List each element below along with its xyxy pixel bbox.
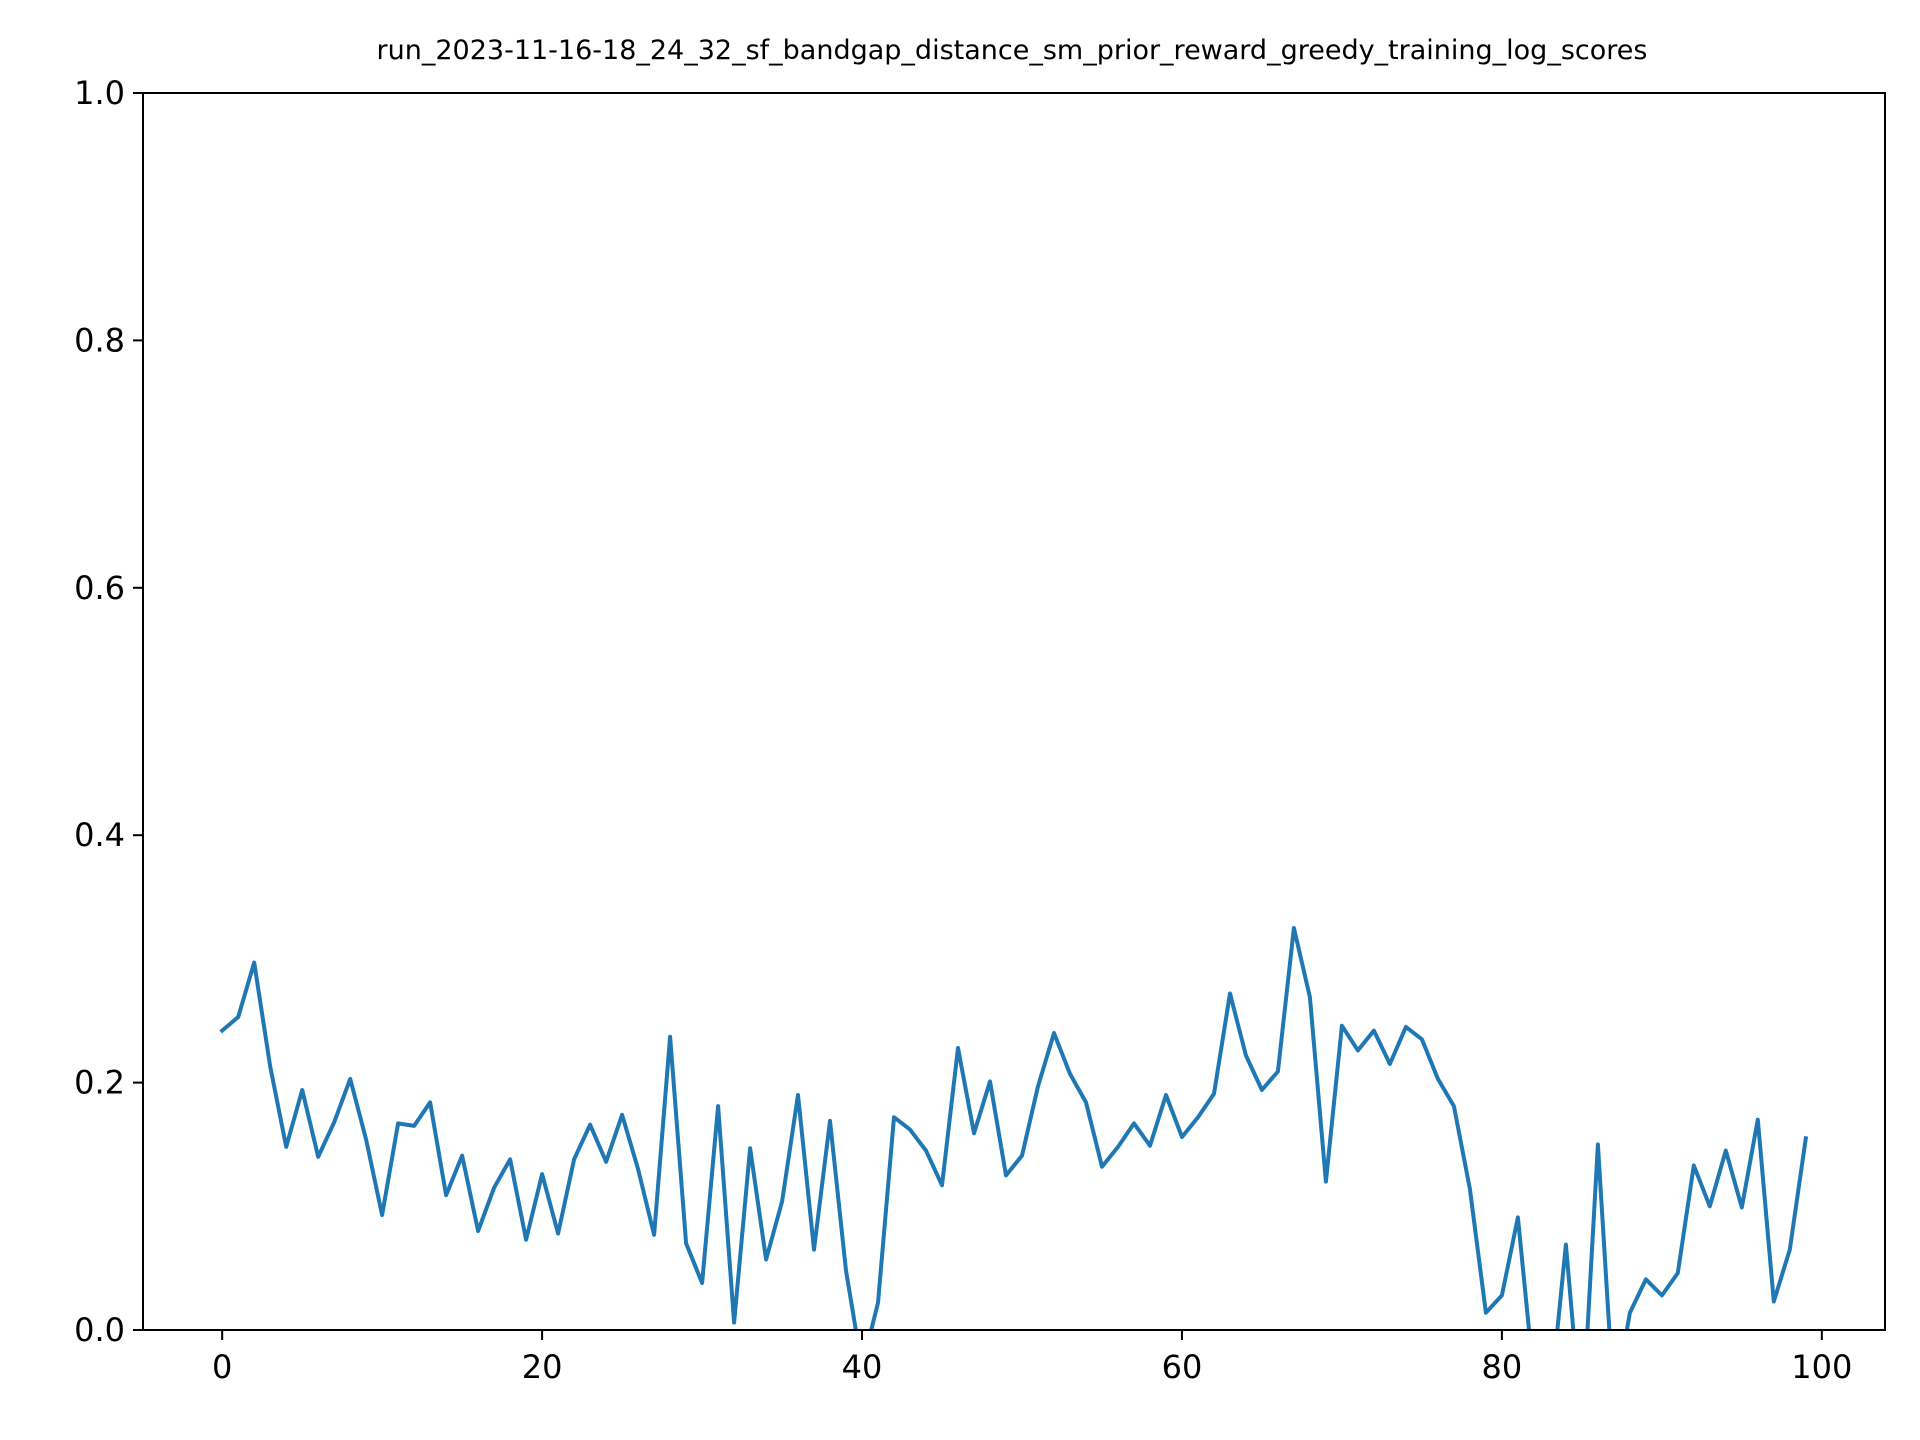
- x-tick-label: 20: [522, 1348, 563, 1386]
- x-axis: 0 20 40 60 80 100: [212, 1330, 1852, 1386]
- plot-area-frame: [142, 92, 1886, 1331]
- y-tick-label: 0.4: [74, 816, 125, 854]
- y-axis: 0.0 0.2 0.4 0.6 0.8 1.0: [74, 74, 143, 1349]
- chart-title: run_2023-11-16-18_24_32_sf_bandgap_dista…: [377, 35, 1648, 66]
- y-tick-label: 0.8: [74, 321, 125, 359]
- series-layer: [219, 926, 1809, 1330]
- series-line-0: [219, 926, 1809, 1330]
- x-tick-label: 40: [842, 1348, 883, 1386]
- x-tick-label: 80: [1482, 1348, 1523, 1386]
- y-tick-label: 0.2: [74, 1064, 125, 1102]
- x-tick-label: 0: [212, 1348, 232, 1386]
- x-tick-label: 100: [1791, 1348, 1852, 1386]
- y-tick-label: 0.0: [74, 1311, 125, 1349]
- y-tick-label: 0.6: [74, 569, 125, 607]
- x-tick-label: 60: [1162, 1348, 1203, 1386]
- y-tick-label: 1.0: [74, 74, 125, 112]
